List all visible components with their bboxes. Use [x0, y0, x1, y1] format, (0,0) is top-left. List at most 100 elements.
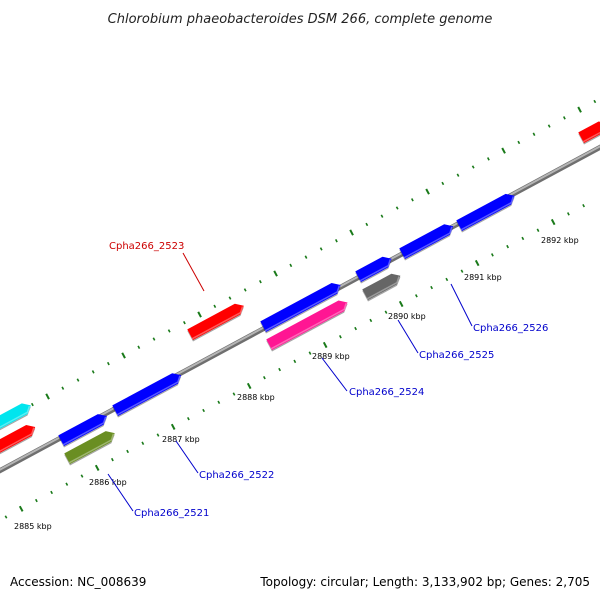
- scale-minor-tick: [532, 132, 536, 136]
- gene-label-cpha266-2522[interactable]: Cpha266_2522: [199, 470, 274, 481]
- leader-cpha266-2526: [450, 283, 473, 327]
- gene-label-cpha266-2526[interactable]: Cpha266_2526: [473, 323, 548, 334]
- scale-minor-tick: [338, 335, 342, 339]
- scale-major-tick: [322, 341, 328, 349]
- scale-minor-tick: [232, 392, 236, 396]
- scale-major-tick: [94, 464, 100, 471]
- scale-minor-tick: [365, 222, 369, 227]
- scale-minor-tick: [430, 285, 434, 290]
- scale-minor-tick: [217, 400, 221, 404]
- scale-minor-tick: [110, 457, 114, 462]
- scale-minor-tick: [80, 474, 84, 478]
- scale-minor-tick: [410, 198, 414, 202]
- gene-arrow-cpha266-2524[interactable]: [266, 300, 348, 351]
- scale-minor-tick: [293, 359, 297, 364]
- scale-major-tick: [45, 393, 50, 400]
- scale-minor-tick: [414, 294, 418, 298]
- scale-minor-tick: [304, 255, 308, 259]
- scale-major-tick: [349, 229, 354, 236]
- gene-arrow-highlight: [68, 433, 115, 464]
- gene-arrow[interactable]: [0, 425, 36, 456]
- scale-minor-tick: [186, 417, 190, 421]
- gene-arrow-highlight: [191, 306, 244, 340]
- scale-major-tick: [577, 106, 582, 113]
- scale-label-2891: 2891 kbp: [464, 273, 502, 282]
- leader-cpha266-2522: [175, 440, 199, 474]
- leader-cpha266-2523: [182, 252, 205, 292]
- scale-minor-tick: [308, 351, 312, 355]
- scale-major-tick: [121, 352, 126, 359]
- scale-minor-tick: [582, 204, 586, 208]
- scale-minor-tick: [506, 244, 510, 249]
- accession-text: Accession: NC_008639: [10, 575, 146, 589]
- scale-label-2885: 2885 kbp: [14, 522, 52, 531]
- scale-label-2892: 2892 kbp: [541, 236, 579, 245]
- genome-summary-text: Topology: circular; Length: 3,133,902 bp…: [259, 575, 590, 589]
- scale-major-tick: [501, 147, 506, 154]
- gene-arrow[interactable]: [578, 121, 600, 144]
- gene-arrow[interactable]: [0, 403, 31, 432]
- scale-minor-tick: [445, 277, 449, 282]
- gene-arrow[interactable]: [456, 193, 515, 231]
- gene-arrow-highlight: [270, 302, 347, 350]
- scale-minor-tick: [456, 173, 460, 177]
- gene-arrow[interactable]: [58, 414, 107, 446]
- scale-minor-tick: [460, 269, 464, 273]
- scale-minor-tick: [521, 236, 525, 241]
- gene-arrow-cpha266-2521[interactable]: [64, 431, 115, 464]
- gene-arrow-highlight: [403, 226, 453, 259]
- gene-arrow-cpha266-2526[interactable]: [399, 224, 454, 259]
- scale-minor-tick: [354, 326, 358, 331]
- inner-scale-ticks: [4, 204, 586, 519]
- gene-arrow-highlight: [62, 416, 107, 446]
- gene-features: [0, 121, 600, 464]
- gene-arrow-cpha266-2523[interactable]: [187, 303, 244, 340]
- scale-minor-tick: [380, 214, 384, 218]
- scale-minor-tick: [141, 441, 145, 445]
- gene-arrow-highlight: [116, 375, 181, 416]
- scale-minor-tick: [278, 367, 282, 372]
- gene-arrow-cpha266-2525[interactable]: [362, 273, 401, 300]
- gene-arrow[interactable]: [355, 256, 392, 282]
- scale-minor-tick: [334, 239, 338, 243]
- scale-minor-tick: [395, 206, 399, 210]
- scale-minor-tick: [262, 376, 266, 380]
- leader-cpha266-2524: [321, 357, 348, 392]
- scale-minor-tick: [517, 140, 521, 145]
- scale-minor-tick: [471, 165, 475, 169]
- scale-major-tick: [474, 259, 480, 267]
- gene-label-cpha266-2521[interactable]: Cpha266_2521: [134, 508, 209, 519]
- gene-label-cpha266-2525[interactable]: Cpha266_2525: [419, 350, 494, 361]
- scale-minor-tick: [61, 386, 65, 390]
- scale-label-2888: 2888 kbp: [237, 393, 275, 402]
- scale-minor-tick: [228, 296, 232, 300]
- gene-arrow-highlight: [359, 259, 392, 282]
- scale-minor-tick: [156, 433, 160, 437]
- scale-minor-tick: [76, 378, 80, 382]
- scale-minor-tick: [30, 402, 34, 407]
- scale-minor-tick: [126, 449, 130, 454]
- outer-scale-ticks: [0, 99, 597, 423]
- scale-minor-tick: [486, 157, 490, 161]
- scale-minor-tick: [152, 337, 156, 341]
- scale-minor-tick: [441, 181, 445, 186]
- scale-minor-tick: [369, 318, 373, 323]
- gene-arrow-highlight: [582, 131, 600, 143]
- gene-arrow[interactable]: [260, 283, 341, 332]
- gene-arrow-cpha266-2522[interactable]: [112, 373, 182, 416]
- scale-major-tick: [18, 505, 24, 512]
- scale-minor-tick: [289, 263, 293, 268]
- scale-minor-tick: [384, 310, 388, 314]
- scale-label-2889: 2889 kbp: [312, 352, 350, 361]
- gene-label-cpha266-2523[interactable]: Cpha266_2523: [109, 241, 184, 252]
- scale-minor-tick: [65, 482, 69, 486]
- scale-minor-tick: [562, 116, 566, 120]
- scale-minor-tick: [258, 280, 262, 284]
- gene-arrow-highlight: [0, 405, 31, 428]
- gene-arrow-highlight: [460, 196, 515, 231]
- scale-major-tick: [246, 382, 252, 390]
- gene-label-cpha266-2524[interactable]: Cpha266_2524: [349, 387, 424, 398]
- scale-major-tick: [197, 311, 202, 318]
- scale-label-2887: 2887 kbp: [162, 435, 200, 444]
